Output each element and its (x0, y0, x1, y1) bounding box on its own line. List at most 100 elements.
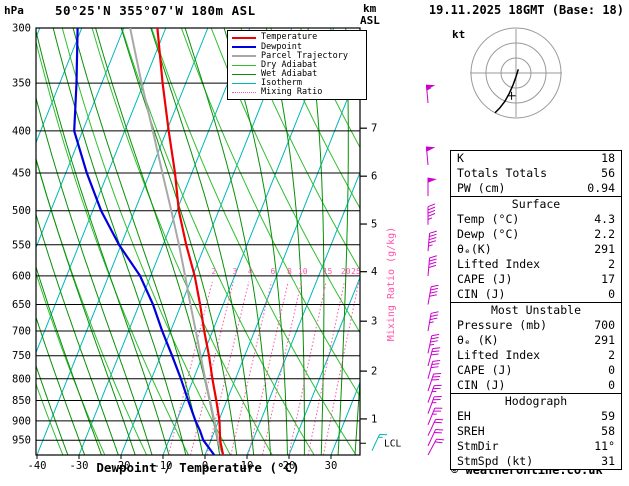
index-label: θₑ (K) (457, 333, 499, 347)
wind-barb (427, 418, 444, 436)
wind-barb-feather (434, 396, 442, 398)
wind-barb-feather (429, 233, 437, 237)
lcl-label: LCL (384, 439, 401, 450)
profile-layer (73, 28, 225, 455)
plot-border (35, 27, 361, 456)
indices-row: StmDir 11° (451, 439, 621, 454)
wind-barb (427, 177, 437, 197)
legend-item: Temperature (232, 33, 362, 42)
dry-adiabat-line (121, 28, 315, 455)
index-label: SREH (457, 424, 485, 438)
wind-barb-feather (432, 376, 441, 378)
legend-item: Wet Adiabat (232, 70, 362, 79)
dry-adiabat-line (61, 28, 231, 455)
isotherm-line (288, 276, 360, 455)
index-value: 56 (601, 166, 615, 180)
legend-line-sample (232, 54, 256, 57)
wind-barb-feather (436, 438, 444, 441)
wind-barb-feather (430, 353, 439, 356)
pressure-axis-unit: hPa (4, 4, 24, 17)
wind-barb-half-feather (378, 436, 383, 438)
wet-adiabat-line (337, 28, 349, 455)
wind-barb (427, 333, 440, 354)
mixing-ratio-value-label: 2 (211, 267, 216, 276)
wet-adiabat-line (307, 28, 325, 455)
wind-barb-feather (430, 337, 439, 340)
isotherm-line (36, 28, 209, 455)
wind-barb-feather (431, 333, 440, 337)
mixing-ratio-value-label: 25 (351, 267, 361, 276)
pressure-tick-label: 900 (12, 415, 31, 427)
pressure-tick-label: 300 (12, 23, 31, 35)
mixing-ratio-axis-title: Mixing Ratio (g/kg) (386, 226, 397, 342)
dry-adiabat-line (36, 382, 64, 455)
altitude-axis-ref: ASL (360, 14, 380, 27)
indices-row: CIN (J) 0 (451, 378, 621, 393)
isotherm-line (36, 28, 125, 249)
legend: Temperature Dewpoint Parcel Trajectory Dry … (227, 30, 367, 101)
indices-row: CIN (J) 0 (451, 287, 621, 302)
wind-barb (427, 372, 442, 392)
dry-adiabat-line (180, 28, 360, 398)
index-value: 0.94 (587, 181, 615, 195)
station-title: 50°25'N 355°07'W 180m ASL (55, 3, 256, 18)
km-tick-label: 3 (371, 316, 377, 328)
dry-adiabat-line (36, 271, 106, 455)
wind-barb-feather (434, 407, 443, 409)
pressure-tick-label: 800 (12, 373, 31, 385)
wet-adiabat-line (120, 28, 238, 455)
km-tick-label: 6 (371, 171, 377, 183)
pressure-tick-label: 850 (12, 395, 31, 407)
wind-barb-feather (429, 294, 437, 297)
indices-row: PW (cm) 0.94 (451, 181, 621, 196)
wind-barb (425, 84, 436, 104)
km-tick-label: 4 (371, 266, 377, 278)
wet-adiabat-line (36, 265, 102, 455)
temp-tick-label: 30 (325, 460, 338, 472)
pressure-tick-label: 700 (12, 326, 31, 338)
axes-layer: 3003504004505005506006507007508008509009… (12, 23, 377, 473)
wind-barb-half-feather (428, 244, 433, 247)
index-value: 18 (601, 151, 615, 165)
dewpoint-curve (73, 28, 216, 455)
index-label: CAPE (J) (457, 272, 513, 286)
temperature-curve (156, 28, 225, 455)
wind-barb-feather (427, 206, 436, 211)
wind-barb-feather (433, 410, 442, 412)
valid-datetime: 19.11.2025 18GMT (Base: 18) (428, 3, 624, 17)
indices-section-title: Hodograph (451, 393, 621, 409)
indices-section-title: Surface (451, 196, 621, 212)
isotherm-line (36, 28, 167, 354)
pressure-tick-label: 650 (12, 299, 31, 311)
temp-tick-label: 0 (202, 460, 208, 472)
index-value: 700 (594, 318, 615, 332)
temp-tick-label: 20 (283, 460, 296, 472)
wind-barb-feather (431, 350, 440, 353)
wind-barb-feather (429, 255, 437, 259)
indices-row: θₑ (K) 291 (451, 333, 621, 348)
index-label: PW (cm) (457, 181, 506, 195)
indices-row: EH 59 (451, 409, 621, 424)
indices-row: Dewp (°C) 2.2 (451, 227, 621, 242)
wind-barb-half-feather (431, 402, 437, 404)
wind-barb-feather (428, 264, 437, 269)
isotherm-line (246, 171, 360, 455)
temp-tick-label: -20 (112, 460, 131, 472)
pressure-tick-label: 950 (12, 435, 31, 447)
dry-adiabat-line (270, 28, 360, 210)
mixing-ratio-value-label: 20 (341, 267, 351, 276)
wet-adiabat-line (354, 373, 360, 455)
wet-adiabat-line (36, 212, 119, 455)
legend-label: Temperature (261, 32, 318, 43)
wind-barb-feather (434, 441, 443, 444)
legend-label: Wet Adiabat (261, 69, 318, 80)
wind-barb-feather (430, 287, 439, 291)
wind-barb-feather (429, 230, 437, 234)
index-value: 0 (608, 287, 615, 301)
wind-barb (427, 255, 437, 276)
wind-barb-feather (434, 384, 442, 387)
hodograph-ring (500, 57, 532, 89)
index-label: Lifted Index (457, 348, 541, 362)
wind-barb-feather (429, 317, 438, 321)
